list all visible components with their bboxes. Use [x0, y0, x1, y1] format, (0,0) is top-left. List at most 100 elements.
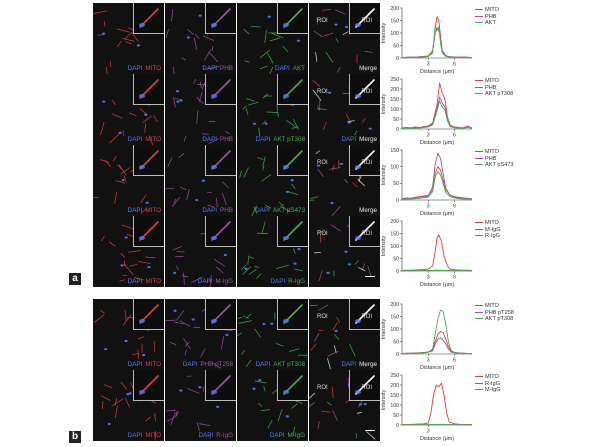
- zoom-inset: [133, 216, 164, 247]
- marker-label: PHB: [220, 65, 233, 72]
- marker-label: MITO: [145, 361, 161, 368]
- legend-item: MITO: [475, 149, 514, 156]
- micrograph-image: [313, 8, 373, 73]
- legend-item: PHB pT258: [475, 310, 514, 317]
- y-tick-label: 150: [390, 231, 399, 237]
- marker-label: PHB: [220, 136, 233, 143]
- legend-label: M-IgG: [485, 226, 501, 233]
- channel-label: DAPI PHB: [202, 136, 233, 143]
- series-line: [402, 337, 472, 354]
- series-line: [401, 82, 473, 129]
- legend: MITO M-IgG R-IgG: [475, 220, 501, 240]
- legend-swatch: [475, 228, 483, 230]
- micrograph-tile: DAPI MITO: [93, 370, 164, 441]
- legend-swatch: [475, 311, 483, 313]
- roi-label: ROI: [317, 385, 328, 391]
- legend-swatch: [475, 235, 483, 237]
- zoom-inset: [277, 145, 308, 176]
- y-axis-label: Intensity: [381, 94, 387, 115]
- channel-label: DAPI PHB pT258: [183, 361, 233, 368]
- zoom-inset: [205, 370, 236, 401]
- y-tick-label: 100: [390, 31, 399, 37]
- y-tick-label: 150: [390, 18, 399, 24]
- legend-swatch: [475, 15, 483, 17]
- legend-item: MITO: [475, 78, 513, 85]
- legend-label: AKT: [485, 20, 496, 26]
- legend-swatch: [475, 389, 483, 391]
- channel-label: DAPI AKT pT308: [256, 136, 305, 143]
- zoom-inset: [277, 299, 308, 330]
- micrograph-tile: ROI ROI Merge: [309, 145, 380, 216]
- channel-label: DAPI PHB: [202, 65, 233, 72]
- dapi-label: DAPI: [341, 136, 357, 143]
- micrograph-tile: DAPI M-IgG: [237, 370, 308, 441]
- micrograph-tile: DAPI MITO: [93, 299, 164, 370]
- legend: MITO PHB pT258 AKT pT308: [475, 303, 514, 323]
- y-tick-label: 50: [393, 256, 399, 262]
- marker-label: PHB pT258: [200, 361, 233, 368]
- micrograph-tile: ROI ROI: [309, 370, 380, 441]
- channel-label: DAPI MITO: [128, 432, 161, 439]
- intensity-plot-2: 0 50 100 150 200 250 3 6 Distance (μm) Intensity M…: [380, 74, 513, 146]
- x-axis-label: Distance (μm): [420, 140, 455, 146]
- dapi-label: DAPI: [127, 136, 143, 143]
- panel-letter-b: b: [69, 431, 81, 443]
- channel-label: DAPI Merge: [341, 136, 377, 143]
- legend-label: R-IgG: [485, 380, 500, 387]
- micrograph-tile: DAPI PHB pT258: [165, 299, 236, 370]
- channel-label: [374, 432, 377, 439]
- y-tick-label: 100: [390, 164, 399, 170]
- legend-item: MITO: [475, 303, 514, 310]
- micrograph-image: [243, 12, 301, 74]
- legend-swatch: [475, 80, 483, 82]
- zoom-inset: [133, 3, 164, 34]
- series-line: [401, 166, 473, 200]
- x-tick-label: 3: [427, 429, 430, 435]
- legend-label: MITO: [485, 303, 499, 309]
- x-tick-label: 6: [453, 133, 456, 139]
- marker-label: R-IgG: [288, 278, 305, 285]
- dapi-label: DAPI: [127, 432, 143, 439]
- micrograph-tile: ROI ROI: [309, 216, 380, 287]
- y-tick-label: 150: [390, 393, 399, 399]
- x-axis-label: Distance (μm): [420, 365, 455, 371]
- roi-label: ROI: [317, 89, 328, 95]
- legend-item: M-IgG: [475, 227, 501, 234]
- legend-swatch: [475, 222, 483, 224]
- y-axis-label: Intensity: [381, 23, 387, 44]
- roi-label: ROI: [361, 385, 372, 391]
- marker-label: AKT pS473: [272, 207, 305, 214]
- legend-label: MITO: [485, 374, 499, 380]
- marker-label: M-IgG: [215, 278, 234, 285]
- legend-item: PHB: [475, 14, 499, 21]
- y-tick-label: 0: [396, 423, 399, 429]
- y-tick-label: 50: [393, 117, 399, 123]
- marker-label: R-IgG: [216, 432, 233, 439]
- legend-swatch: [475, 157, 483, 159]
- series-line: [401, 25, 473, 59]
- y-tick-label: 50: [393, 43, 399, 49]
- channel-label: Merge: [356, 65, 377, 72]
- roi-label: ROI: [317, 231, 328, 237]
- channel-label: DAPI AKT pT308: [256, 361, 305, 368]
- x-tick-label: 3: [427, 358, 430, 364]
- series-line: [402, 27, 472, 58]
- dapi-label: DAPI: [127, 207, 143, 214]
- x-tick-label: 6: [453, 275, 456, 281]
- channel-label: DAPI MITO: [128, 136, 161, 143]
- dapi-label: DAPI: [202, 65, 218, 72]
- roi-label: ROI: [317, 314, 328, 320]
- channel-label: [374, 278, 377, 285]
- dapi-label: DAPI: [202, 207, 218, 214]
- dapi-label: DAPI: [127, 361, 143, 368]
- marker-label: PHB: [220, 207, 233, 214]
- zoom-inset: [277, 216, 308, 247]
- micrograph-tile: DAPI AKT pS473: [237, 145, 308, 216]
- legend-item: PHB: [475, 156, 514, 163]
- legend: MITO PHB AKT pS473: [475, 149, 514, 169]
- legend-swatch: [475, 376, 483, 378]
- axis-line: [401, 304, 472, 355]
- series-line: [401, 100, 473, 130]
- channel-label: DAPI AKT: [275, 65, 305, 72]
